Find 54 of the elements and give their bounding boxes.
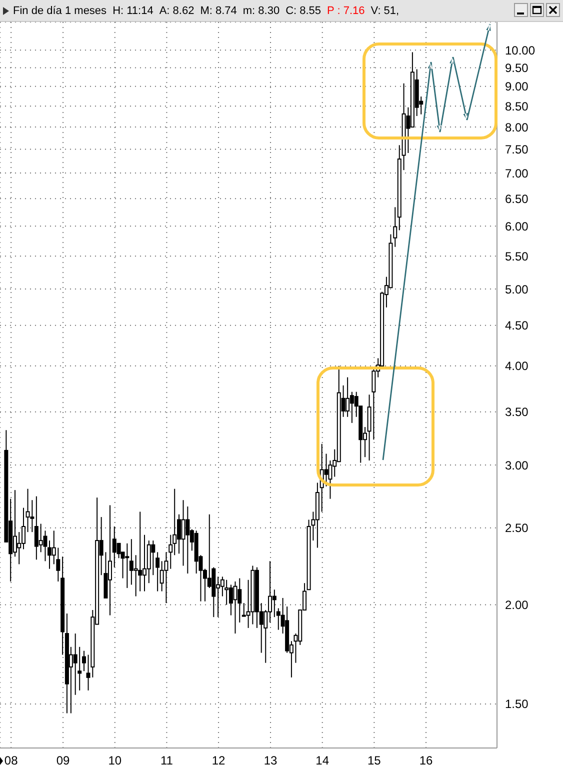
y-tick-label: 4.50 [505,318,529,333]
candlestick [38,523,43,553]
candlestick [233,580,238,634]
candlestick [73,633,78,696]
x-tick-label: 16 [419,754,433,768]
x-tick-label: 08 [4,754,18,768]
y-tick-label: 6.50 [505,192,529,206]
candlestick [125,542,130,588]
x-tick-label: 09 [56,754,70,768]
y-tick-label: 1.50 [505,697,529,712]
text: P : 7.16 [327,4,365,16]
x-tick-label: 10 [108,754,122,768]
candlestick [156,552,160,592]
y-tick-label: 8.00 [505,120,529,134]
chart-title: Fin de día 1 meses [13,4,107,16]
candlestick [116,542,121,559]
candlestick [346,376,350,418]
text: V: 51, [370,4,400,16]
y-tick-label: 3.00 [505,458,529,472]
y-tick-label: 5.00 [505,282,529,296]
candlestick [393,206,398,248]
text: m: 8.30 [242,4,280,16]
candlestick [372,367,376,440]
y-tick-label: 5.50 [505,249,529,264]
y-tick-label: 7.00 [505,166,529,180]
x-tick-label: 15 [367,754,382,768]
text: M: 8.74 [200,4,237,16]
candlestick [26,488,30,533]
x-tick-label: 13 [264,754,278,768]
y-tick-label: 2.50 [505,521,529,536]
text: H: 11:14 [112,4,154,16]
y-tick-label: 6.00 [505,219,529,234]
candlestick [224,579,229,606]
y-tick-label: 4.00 [505,359,529,374]
y-tick-label: 10.00 [505,43,536,58]
candlestick [324,453,328,487]
y-tick-label: 2.00 [505,598,529,612]
text: A: 8.62 [159,4,194,16]
candlestick [164,552,168,604]
x-tick-label: 12 [212,754,226,768]
candlestick [82,650,86,672]
x-tick-label: 11 [160,754,174,768]
candlestick [272,589,276,618]
y-tick-label: 3.50 [505,405,529,420]
y-tick-label: 9.50 [505,61,529,76]
candlestick [151,540,156,576]
y-tick-label: 7.50 [505,142,529,157]
candlestick [108,504,112,616]
candlestick [146,540,151,584]
y-tick-label: 9.00 [505,80,529,94]
candlestick [186,506,190,574]
x-tick-label: 14 [316,754,330,768]
y-tick-label: 8.50 [505,99,529,114]
text: C: 8.55 [286,4,322,16]
